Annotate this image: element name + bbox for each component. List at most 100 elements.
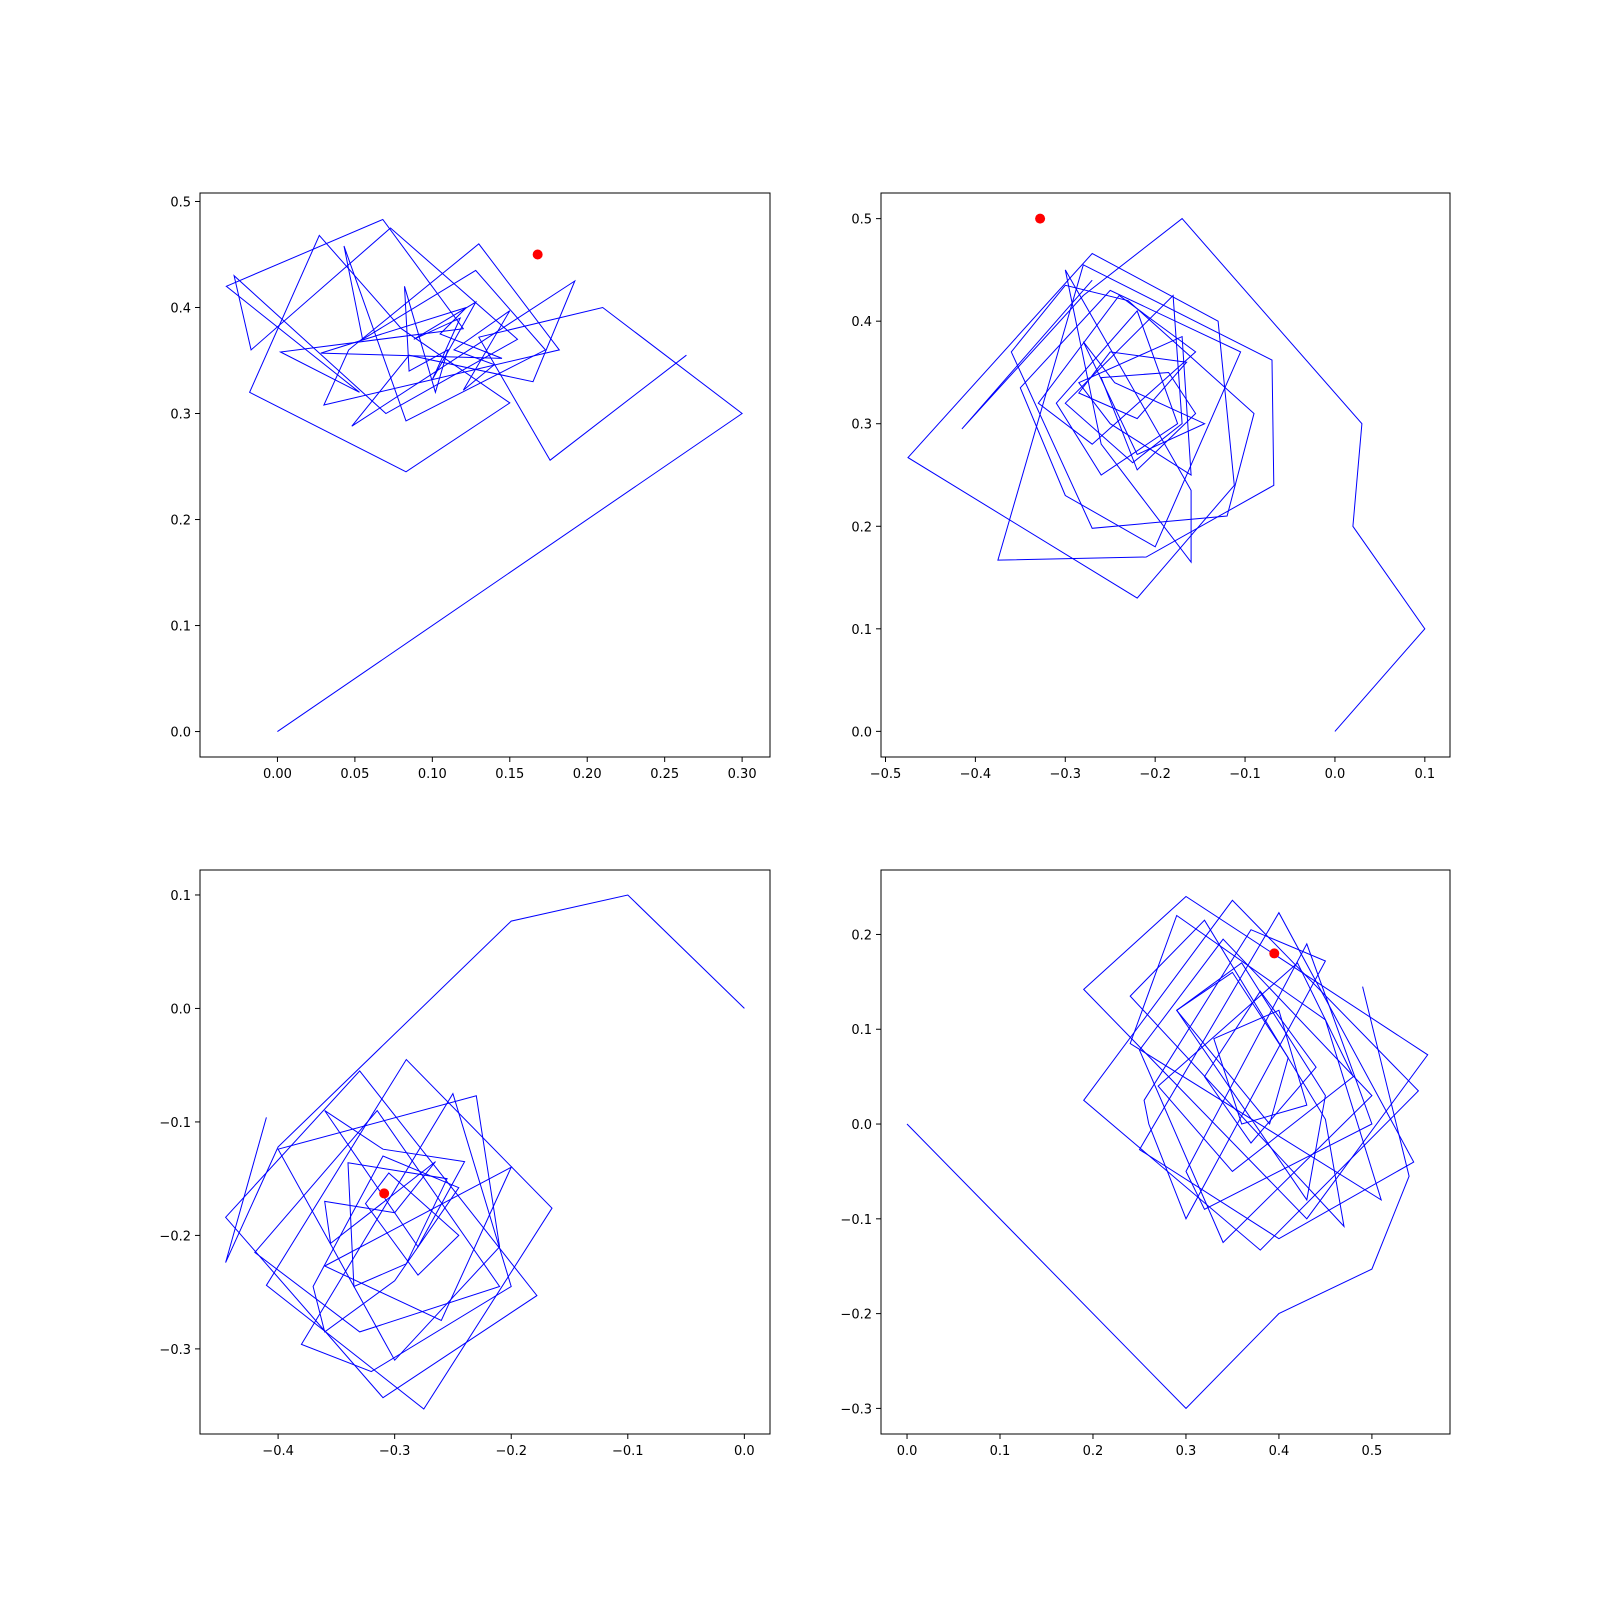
trajectory-loop — [1078, 351, 1188, 420]
y-tick-label: 0.5 — [170, 195, 191, 210]
x-tick-label: 0.15 — [495, 767, 524, 782]
x-tick-label: 0.2 — [1083, 1444, 1104, 1459]
trajectory-loop — [1082, 895, 1429, 1220]
y-tick-label: 0.0 — [851, 1118, 872, 1133]
y-tick-label: 0.1 — [170, 889, 191, 904]
x-tick-label: 0.5 — [1362, 1444, 1383, 1459]
red-point-marker — [379, 1188, 390, 1199]
trajectory-loop — [254, 1109, 501, 1333]
trajectory-loop — [452, 310, 511, 391]
x-tick-label: −0.2 — [1139, 767, 1171, 782]
trajectory-loop — [413, 300, 478, 380]
y-tick-label: 0.1 — [170, 620, 191, 635]
y-tick-label: 0.4 — [170, 301, 191, 316]
axes-frame — [880, 192, 1451, 758]
plot-area — [907, 213, 1426, 732]
trajectory-loop — [1055, 309, 1179, 476]
trajectory-loop — [1082, 341, 1206, 456]
x-tick-label: 0.05 — [340, 767, 369, 782]
trajectory-loop — [907, 252, 1235, 599]
y-tick-label: 0.1 — [851, 623, 872, 638]
subplot-bottom-right: 0.0 0.1 0.2 0.3 0.4 0.5 −0.3 −0.2 −0.1 0.0 0.1 0.2 — [840, 869, 1451, 1459]
trajectory-loop — [1138, 938, 1373, 1244]
red-point-marker — [532, 249, 543, 260]
trajectory-loop — [1213, 1009, 1308, 1125]
x-tick-label: −0.3 — [1049, 767, 1081, 782]
trajectory-loop — [1185, 942, 1373, 1210]
axes-frame — [199, 192, 771, 758]
y-tick-label: 0.3 — [851, 418, 872, 433]
red-point-marker — [1035, 213, 1046, 224]
x-tick-label: 0.1 — [990, 1444, 1011, 1459]
trajectory-loop — [1176, 962, 1326, 1202]
plot-area — [906, 895, 1429, 1410]
trajectory-loop — [1010, 284, 1255, 529]
y-tick-label: 0.0 — [851, 725, 872, 740]
trajectory-line — [961, 217, 1426, 732]
x-tick-label: −0.4 — [960, 767, 992, 782]
trajectory-loop — [1083, 899, 1420, 1251]
x-tick-label: −0.1 — [612, 1444, 644, 1459]
trajectory-loop — [997, 264, 1275, 561]
trajectory-loop — [1019, 289, 1242, 548]
y-tick-label: −0.3 — [840, 1402, 872, 1417]
x-tick-label: −0.3 — [379, 1444, 411, 1459]
axes-frame — [880, 869, 1451, 1435]
subplot-top-left: 0.00 0.05 0.10 0.15 0.20 0.25 0.30 0.0 0.1 0.2 0.3… — [170, 192, 771, 782]
y-tick-label: −0.1 — [159, 1116, 191, 1131]
trajectory-loop — [1037, 294, 1197, 445]
x-tick-label: −0.1 — [1229, 767, 1261, 782]
trajectory-loop — [1203, 990, 1317, 1144]
trajectory-line — [225, 894, 745, 1263]
trajectory-loop — [320, 307, 503, 359]
trajectory-loop — [323, 1166, 513, 1322]
x-tick-label: 0.3 — [1176, 1444, 1197, 1459]
trajectory-loop — [1143, 929, 1327, 1220]
x-tick-label: 0.0 — [734, 1444, 755, 1459]
x-tick-label: 0.20 — [573, 767, 602, 782]
y-tick-label: 0.3 — [170, 408, 191, 423]
y-tick-label: 0.2 — [851, 928, 872, 943]
trajectory-loop — [404, 286, 449, 395]
x-tick-label: −0.5 — [870, 767, 902, 782]
y-tick-label: 0.4 — [851, 315, 872, 330]
y-tick-label: 0.1 — [851, 1023, 872, 1038]
x-tick-label: −0.4 — [262, 1444, 294, 1459]
trajectory-line — [906, 986, 1410, 1410]
plot-area — [225, 218, 743, 733]
x-tick-label: 0.1 — [1414, 767, 1435, 782]
x-tick-label: 0.25 — [650, 767, 679, 782]
trajectory-loop — [1138, 911, 1415, 1240]
trajectory-loop — [347, 1162, 448, 1288]
trajectory-loop — [300, 1092, 512, 1373]
trajectory-loop — [1064, 294, 1183, 464]
trajectory-loop — [1157, 962, 1354, 1173]
plot-area — [224, 894, 745, 1410]
trajectory-loop — [323, 243, 561, 406]
red-point-marker — [1269, 948, 1280, 959]
trajectory-loop — [233, 227, 519, 415]
y-tick-label: −0.3 — [159, 1343, 191, 1358]
trajectory-loop — [248, 234, 511, 473]
trajectory-loop — [1100, 371, 1197, 471]
y-tick-label: −0.2 — [840, 1308, 872, 1323]
trajectory-loop — [351, 279, 576, 427]
y-tick-label: 0.2 — [170, 514, 191, 529]
axes-frame — [199, 869, 771, 1435]
x-tick-label: 0.00 — [263, 767, 292, 782]
x-tick-label: 0.4 — [1269, 1444, 1290, 1459]
subplot-bottom-left: −0.4 −0.3 −0.2 −0.1 0.0 −0.3 −0.2 −0.1 0.0 0.1 — [159, 869, 771, 1459]
trajectory-loop — [1175, 971, 1289, 1126]
trajectory-loop — [265, 1058, 553, 1410]
y-tick-label: 0.2 — [851, 520, 872, 535]
trajectory-loop — [324, 1110, 466, 1248]
trajectory-loop — [324, 1161, 436, 1245]
y-tick-label: 0.0 — [170, 1002, 191, 1017]
trajectory-loop — [343, 245, 547, 422]
x-tick-label: 0.0 — [1325, 767, 1346, 782]
trajectory-line — [277, 306, 743, 733]
trajectory-loop — [224, 1070, 538, 1399]
y-tick-label: 0.5 — [851, 213, 872, 228]
trajectory-loop — [364, 1172, 460, 1276]
